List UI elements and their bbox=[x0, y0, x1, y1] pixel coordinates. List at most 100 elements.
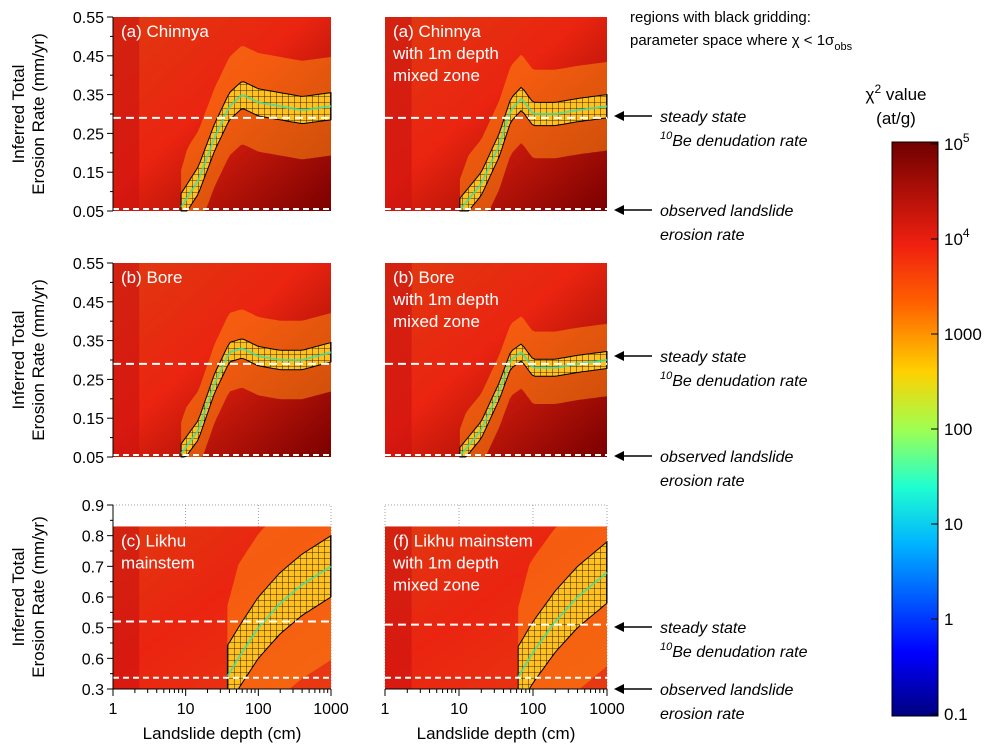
annotation-observed-line2: erosion rate bbox=[660, 706, 745, 723]
colorbar-title-rest: value bbox=[881, 85, 926, 104]
annotation-arrow-head bbox=[614, 111, 624, 121]
chart-panel-5: (c) Likhu mainstem 0.9 0.8 0.7 0.6 0.5 0.6 0.3 In… bbox=[9, 498, 349, 743]
figure-note-line1: regions with black gridding: bbox=[630, 9, 811, 26]
heatmap-left-shade bbox=[113, 526, 140, 689]
chi2-gridded-region bbox=[180, 338, 332, 458]
panel-label: mixed zone bbox=[393, 66, 480, 85]
chi2-minimum-line bbox=[180, 94, 332, 208]
heatmap-left-shade bbox=[385, 263, 412, 457]
chi2-minimum-line bbox=[180, 347, 332, 455]
colorbar-tick-label: 104 bbox=[944, 226, 970, 249]
annotation-arrow-head bbox=[614, 684, 624, 694]
annotation-arrow-head bbox=[614, 205, 624, 215]
figure-note-line2-text: parameter space where χ < 1σ bbox=[630, 32, 835, 49]
panel-label: (c) Likhu bbox=[121, 531, 186, 550]
y-axis-label-line1: Inferred Total bbox=[9, 548, 28, 647]
panel-label: (b) Bore bbox=[393, 268, 454, 287]
chi2-glow-band bbox=[181, 309, 331, 457]
colorbar-tick-label: 0.1 bbox=[944, 705, 968, 724]
panel-label: with 1m depth bbox=[392, 553, 499, 572]
y-axis-label-line2: Erosion Rate (mm/yr) bbox=[29, 516, 48, 678]
heatmap-left-shade bbox=[113, 17, 140, 211]
x-axis-label: Landslide depth (cm) bbox=[417, 724, 576, 743]
annotation-observed-line2: erosion rate bbox=[660, 227, 745, 244]
y-tick-label: 0.6 bbox=[82, 651, 104, 668]
y-tick-label: 0.05 bbox=[73, 450, 104, 467]
colorbar-tick-label: 105 bbox=[944, 131, 970, 154]
panel-label: (b) Bore bbox=[121, 268, 182, 287]
colorbar-tick-label: 100 bbox=[944, 420, 972, 439]
colorbar-tick-label: 1000 bbox=[944, 325, 982, 344]
colorbar-title-sup: 2 bbox=[874, 82, 881, 96]
heatmap-left-shade bbox=[113, 263, 140, 457]
colorbar-tick-label: 10 bbox=[944, 515, 963, 534]
annotation-observed-line1: observed landslide bbox=[660, 203, 794, 220]
figure-note-line2: parameter space where χ < 1σobs bbox=[630, 32, 853, 53]
colorbar-ticks: 105 104 1000 100 10 1 0.1 bbox=[931, 131, 982, 724]
annotation-steady-state-line2: 10Be denudation rate bbox=[660, 130, 808, 150]
panel-label: mixed zone bbox=[393, 575, 480, 594]
y-tick-label: 0.25 bbox=[73, 372, 104, 389]
figure-note-line2-subscript: obs bbox=[834, 41, 852, 53]
colorbar-title-line2: (at/g) bbox=[876, 109, 916, 128]
annotation-steady-state-line1: steady state bbox=[660, 620, 746, 637]
chi2-gridded-region bbox=[517, 540, 608, 690]
annotation-steady-state-line1: steady state bbox=[660, 109, 746, 126]
chart-panel-1: (a) Chinnya 0.55 0.45 0.35 0.25 0.15 0.05 Infer… bbox=[9, 10, 332, 221]
x-tick-label: 1000 bbox=[589, 701, 625, 718]
chart-panel-6: (f) Likhu mainstem with 1m depth mixed zon… bbox=[381, 504, 625, 743]
x-tick-label: 100 bbox=[245, 701, 272, 718]
y-tick-label: 0.9 bbox=[82, 498, 104, 515]
y-tick-label: 0.5 bbox=[82, 621, 104, 638]
chi2-minimum-line bbox=[517, 571, 608, 678]
panel-label: (a) Chinnya bbox=[393, 22, 481, 41]
panel-label: (f) Likhu mainstem bbox=[393, 531, 533, 550]
chi2-glow-band bbox=[459, 316, 607, 457]
y-tick-label: 0.35 bbox=[73, 334, 104, 351]
chi2-glow-band bbox=[459, 54, 607, 211]
chi2-gridded-region bbox=[459, 343, 608, 458]
annotation-arrow-head bbox=[614, 351, 624, 361]
annotation-arrow-head bbox=[614, 451, 624, 461]
heatmap-left-shade bbox=[385, 17, 412, 211]
y-axis-label-line2: Erosion Rate (mm/yr) bbox=[29, 33, 48, 195]
y-axis-label-line2: Erosion Rate (mm/yr) bbox=[29, 279, 48, 441]
chi2-gridded-region bbox=[226, 534, 332, 690]
annotation-steady-state-line2: 10Be denudation rate bbox=[660, 370, 808, 390]
chi2-glow-band bbox=[181, 46, 331, 211]
panel-label: mainstem bbox=[121, 553, 195, 572]
y-tick-label: 0.15 bbox=[73, 165, 104, 182]
y-tick-label: 0.25 bbox=[73, 126, 104, 143]
chi2-minimum-line bbox=[226, 565, 332, 677]
panel-label: with 1m depth bbox=[392, 290, 499, 309]
x-tick-label: 100 bbox=[520, 701, 547, 718]
annotation-steady-state-line1: steady state bbox=[660, 349, 746, 366]
colorbar bbox=[891, 141, 939, 717]
y-tick-label: 0.8 bbox=[82, 529, 104, 546]
y-tick-label: 0.45 bbox=[73, 49, 104, 66]
y-tick-label: 0.55 bbox=[73, 256, 104, 273]
panels-layer: (a) Chinnya 0.55 0.45 0.35 0.25 0.15 0.05 Infer… bbox=[9, 10, 625, 743]
x-tick-label: 1000 bbox=[313, 701, 349, 718]
colorbar-title-line1: χ2 value bbox=[866, 82, 927, 104]
x-tick-label: 1 bbox=[109, 701, 118, 718]
annotation-steady-state-line2: 10Be denudation rate bbox=[660, 641, 808, 661]
colorbar-title-chi: χ bbox=[866, 85, 875, 104]
x-axis-label: Landslide depth (cm) bbox=[143, 724, 302, 743]
chart-panel-3: (b) Bore 0.55 0.45 0.35 0.25 0.15 0.05 Inferred… bbox=[9, 256, 332, 467]
x-tick-label: 10 bbox=[450, 701, 468, 718]
chart-panel-2: (a) Chinnya with 1m depth mixed zone bbox=[385, 17, 608, 212]
y-tick-label: 0.05 bbox=[73, 204, 104, 221]
annotation-observed-line2: erosion rate bbox=[660, 473, 745, 490]
annotation-observed-line1: observed landslide bbox=[660, 449, 794, 466]
x-tick-label: 10 bbox=[177, 701, 195, 718]
heatmap-left-shade bbox=[385, 526, 412, 689]
y-tick-label: 0.45 bbox=[73, 295, 104, 312]
panel-label: (a) Chinnya bbox=[121, 22, 209, 41]
y-tick-label: 0.3 bbox=[82, 682, 104, 699]
panel-label: with 1m depth bbox=[392, 44, 499, 63]
y-tick-label: 0.15 bbox=[73, 411, 104, 428]
y-tick-label: 0.6 bbox=[82, 590, 104, 607]
annotation-arrow-head bbox=[614, 622, 624, 632]
